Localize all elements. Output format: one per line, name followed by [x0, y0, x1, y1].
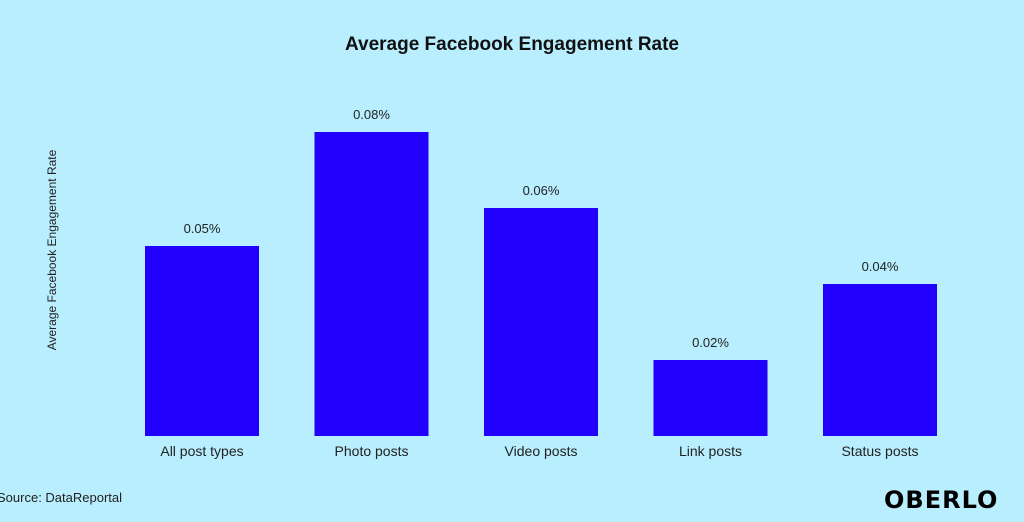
bar-2: [484, 208, 598, 436]
x-tick-label: Photo posts: [335, 443, 409, 459]
bar-1: [314, 132, 429, 436]
bar-0: [145, 246, 259, 436]
bar-3: [653, 360, 768, 436]
data-label: 0.05%: [184, 221, 221, 236]
oberlo-logo: OBERLO: [884, 486, 999, 514]
data-label: 0.08%: [353, 107, 390, 122]
x-tick-label: Video posts: [505, 443, 578, 459]
x-tick-label: All post types: [160, 443, 243, 459]
data-label: 0.04%: [862, 259, 899, 274]
chart-title: Average Facebook Engagement Rate: [344, 34, 679, 55]
bar-4: [823, 284, 937, 436]
data-label: 0.02%: [692, 335, 729, 350]
data-label: 0.06%: [523, 183, 560, 198]
source-note: Source: DataReportal: [0, 490, 123, 505]
x-tick-label: Link posts: [679, 443, 742, 459]
x-tick-label: Status posts: [841, 443, 918, 459]
